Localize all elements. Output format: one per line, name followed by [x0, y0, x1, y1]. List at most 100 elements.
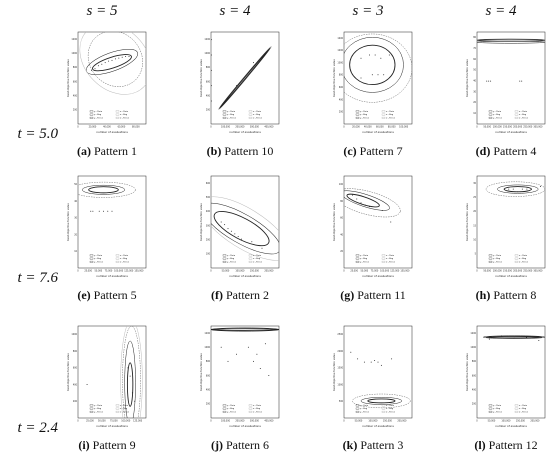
- chart-8: best objective function value number of e…: [465, 175, 546, 278]
- chart-caption: (l) Pattern 12: [443, 438, 550, 453]
- data-point: [108, 60, 110, 62]
- data-point: [352, 194, 353, 196]
- y-axis-label: best objective function value: [465, 59, 469, 97]
- x-tick-label: 400,000: [264, 420, 274, 423]
- x-axis-label: number of evaluations: [362, 130, 394, 134]
- legend-entry: σ - Data: [253, 110, 262, 113]
- legend-swatch: [355, 260, 360, 263]
- y-tick-label: 400: [206, 210, 211, 213]
- legend-entry: μ - Bag: [493, 258, 501, 260]
- chart-caption: (e) Pattern 5: [44, 288, 170, 303]
- legend-entry: σ - Fence: [253, 261, 263, 263]
- legend-entry: σ - Bag: [386, 114, 394, 116]
- ellipse-bag: [346, 193, 380, 208]
- legend-swatch: [355, 410, 360, 413]
- y-tick-label: 600: [339, 86, 344, 89]
- x-tick-label: 0: [77, 420, 79, 423]
- legend-swatch: [381, 260, 386, 263]
- x-tick-label: 125,000: [390, 270, 400, 273]
- caption-text: Pattern 11: [354, 288, 406, 302]
- chart-panel-11: best objective function value number of e…: [332, 322, 418, 432]
- y-tick-label: 80: [473, 36, 476, 39]
- x-tick-label: 50,000: [222, 270, 230, 273]
- data-point: [360, 202, 362, 204]
- legend-swatch: [115, 404, 120, 407]
- y-axis-label: best objective function value: [465, 353, 469, 391]
- legend: μ - Data σ - Data μ - Bag σ - Bag μ - Fence σ…: [222, 254, 263, 263]
- data-point: [211, 54, 212, 56]
- data-point: [501, 335, 503, 337]
- row-header-2: t = 7.6: [17, 270, 58, 286]
- legend-entry: μ - Bag: [493, 114, 501, 116]
- legend-swatch: [248, 113, 253, 116]
- legend-swatch: [355, 254, 360, 257]
- legend-entry: σ - Data: [120, 404, 129, 407]
- y-tick-label: 40: [74, 200, 77, 203]
- data-point: [237, 235, 239, 237]
- legend-swatch: [488, 407, 493, 410]
- legend-swatch: [222, 404, 227, 407]
- x-tick-label: 200,000: [264, 270, 274, 273]
- legend-swatch: [355, 407, 360, 410]
- y-tick-label: 400: [73, 94, 78, 97]
- legend-swatch: [89, 116, 94, 119]
- legend-entry: μ - Data: [360, 404, 369, 407]
- chart-3: best objective function value number of e…: [332, 31, 413, 134]
- y-tick-label: 300: [206, 224, 211, 227]
- y-tick-label: 60: [340, 217, 343, 220]
- y-tick-label: 200: [206, 238, 211, 241]
- y-tick-label: 50: [74, 183, 77, 186]
- legend: μ - Data σ - Data μ - Bag σ - Bag μ - Fence σ…: [89, 254, 130, 263]
- x-axis-label: number of evaluations: [229, 274, 261, 278]
- y-tick-label: 800: [73, 66, 78, 69]
- ellipse-fence: [218, 46, 272, 110]
- legend-swatch: [89, 113, 94, 116]
- data-point: [86, 384, 88, 386]
- x-tick-label: 100,000: [501, 420, 511, 423]
- y-tick-label: 10: [473, 112, 476, 115]
- legend: μ - Data σ - Data μ - Bag σ - Bag μ - Fence σ…: [89, 110, 130, 119]
- chart-caption: (j) Pattern 6: [177, 438, 303, 453]
- data-point: [360, 57, 362, 59]
- y-tick-label: 1000: [204, 52, 210, 55]
- y-tick-label: 15: [473, 224, 476, 227]
- chart-4: best objective function value number of e…: [465, 31, 546, 134]
- y-tick-label: 600: [472, 374, 477, 377]
- chart-caption: (h) Pattern 8: [443, 288, 550, 303]
- data-point: [90, 210, 92, 212]
- x-tick-label: 300,000: [250, 126, 260, 129]
- x-tick-label: 0: [77, 270, 79, 273]
- x-tick-label: 0: [476, 420, 478, 423]
- caption-text: Pattern 8: [490, 288, 537, 302]
- legend-entry: σ - Data: [519, 404, 528, 407]
- ellipse-fence: [360, 397, 403, 405]
- x-tick-label: 400,000: [264, 126, 274, 129]
- legend: μ - Data σ - Data μ - Bag σ - Bag μ - Fence σ…: [488, 404, 529, 413]
- legend-swatch: [115, 113, 120, 116]
- legend-entry: μ - Fence: [493, 261, 503, 263]
- legend-swatch: [89, 407, 94, 410]
- legend-swatch: [115, 260, 120, 263]
- legend: μ - Data σ - Data μ - Bag σ - Bag μ - Fence σ…: [89, 404, 130, 413]
- x-tick-label: 0: [210, 126, 212, 129]
- legend-swatch: [381, 116, 386, 119]
- ellipse-dashed: [87, 32, 143, 87]
- y-axis-label: best objective function value: [332, 59, 336, 97]
- data-point: [369, 206, 370, 208]
- legend-swatch: [248, 407, 253, 410]
- legend-swatch: [355, 116, 360, 119]
- y-tick-label: 600: [206, 374, 211, 377]
- ellipse-fence: [124, 340, 136, 418]
- y-axis-label: best objective function value: [199, 59, 203, 97]
- x-tick-label: 0: [476, 270, 478, 273]
- data-point: [490, 80, 492, 82]
- legend-entry: σ - Fence: [519, 411, 529, 413]
- x-tick-label: 250,000: [523, 126, 533, 129]
- data-point: [538, 339, 540, 341]
- legend-swatch: [89, 410, 94, 413]
- data-point: [264, 343, 266, 345]
- x-tick-label: 25,000: [86, 420, 94, 423]
- y-tick-label: 400: [472, 388, 477, 391]
- y-tick-label: 1000: [337, 61, 343, 64]
- ellipse-dashed: [122, 326, 141, 418]
